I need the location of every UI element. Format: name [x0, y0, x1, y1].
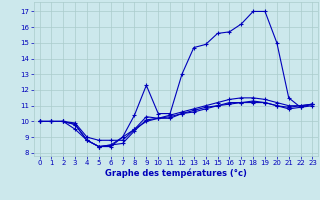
X-axis label: Graphe des températures (°c): Graphe des températures (°c)	[105, 169, 247, 178]
